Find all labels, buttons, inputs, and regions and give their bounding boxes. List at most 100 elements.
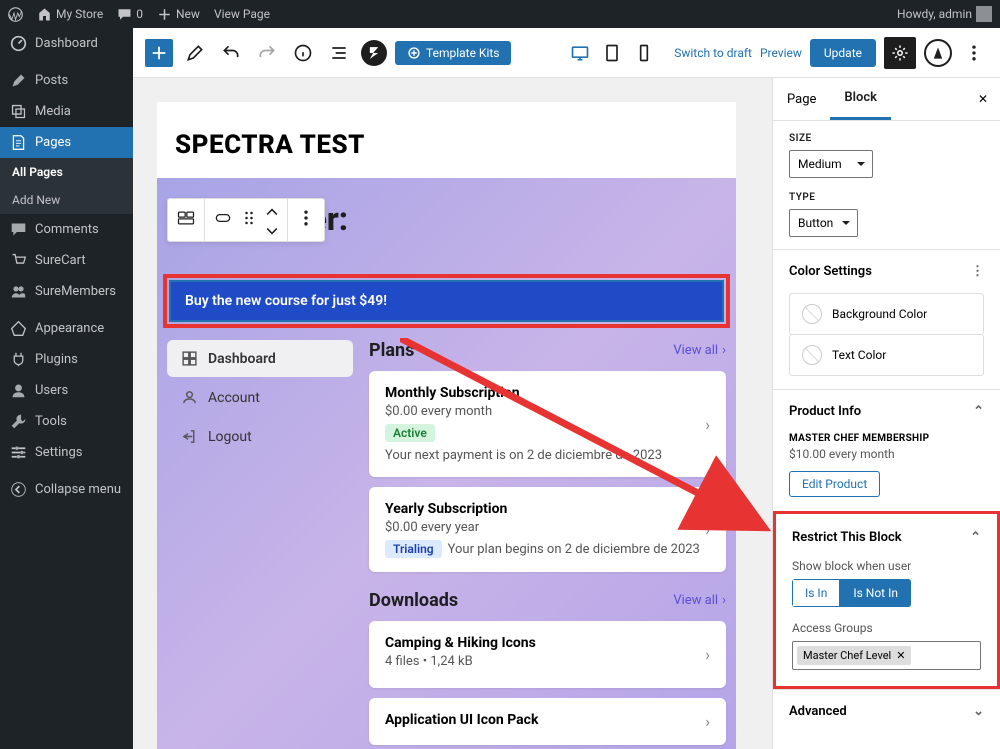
page-title[interactable]: SPECTRA TEST [157,102,736,178]
sidebar-item-posts[interactable]: Posts [0,65,133,96]
plan-price: $0.00 every month [385,404,705,419]
size-label: SIZE [789,133,984,144]
update-button[interactable]: Update [810,39,876,67]
mobile-icon[interactable] [630,39,658,67]
astra-icon[interactable] [924,39,952,67]
advanced-panel[interactable]: Advanced ⌄ [773,690,1000,733]
plan-card-monthly[interactable]: Monthly Subscription $0.00 every month A… [369,371,726,477]
more-icon: ⋮ [971,264,984,279]
sidebar-item-dashboard[interactable]: Dashboard [0,28,133,59]
block-type-icon[interactable] [213,208,233,232]
settings-icon[interactable] [884,37,916,69]
sidebar-item-comments[interactable]: Comments [0,214,133,245]
edit-icon[interactable] [181,39,209,67]
restrict-panel[interactable]: Restrict This Block ⌃ [776,516,997,559]
admin-bar: My Store 0 New View Page Howdy, admin [0,0,1000,28]
access-groups-input[interactable]: Master Chef Level✕ [792,641,981,670]
spectra-icon[interactable] [361,40,387,66]
product-price: $10.00 every month [789,447,984,461]
plan-title: Monthly Subscription [385,385,705,401]
callout-highlight: Buy the new course for just $49! [163,274,730,328]
sidebar-subitem-all-pages[interactable]: All Pages [0,158,133,186]
callout-button-block[interactable]: Buy the new course for just $49! [169,280,724,322]
move-down-icon[interactable] [265,220,279,239]
howdy-link[interactable]: Howdy, admin [897,6,992,22]
sidebar-subitem-add-new[interactable]: Add New [0,186,133,214]
access-group-chip[interactable]: Master Chef Level✕ [797,646,911,665]
tab-page[interactable]: Page [773,80,830,119]
new-link[interactable]: New [157,7,200,22]
access-groups-label: Access Groups [792,621,981,635]
outline-icon[interactable] [325,39,353,67]
edit-product-button[interactable]: Edit Product [789,471,880,497]
product-info-panel[interactable]: Product Info ⌃ [773,390,1000,433]
chevron-down-icon: ⌄ [973,704,984,719]
sidebar-item-settings[interactable]: Settings [0,437,133,468]
color-settings-panel[interactable]: Color Settings ⋮ [773,250,1000,293]
sidebar-item-users[interactable]: Users [0,375,133,406]
is-in-button[interactable]: Is In [792,579,840,607]
block-toolbar [167,198,325,242]
type-label: TYPE [789,192,984,203]
plans-view-all[interactable]: View all› [673,343,726,358]
download-title: Camping & Hiking Icons [385,635,705,651]
remove-icon[interactable]: ✕ [896,649,905,662]
block-more-icon[interactable] [296,208,316,232]
is-in-toggle: Is In Is Not In [792,579,911,607]
chevron-up-icon: ⌃ [970,530,981,545]
avatar-icon [976,6,992,22]
editor-canvas[interactable]: SPECTRA TEST Secret offer: [133,78,772,749]
chevron-up-icon: ⌃ [973,404,984,419]
sidebar-item-media[interactable]: Media [0,96,133,127]
nav-account[interactable]: Account [167,379,353,416]
downloads-heading: Downloads [369,590,458,611]
bg-color-row[interactable]: Background Color [789,293,984,335]
restrict-highlight: Restrict This Block ⌃ Show block when us… [773,511,1000,689]
undo-icon[interactable] [217,39,245,67]
wp-logo[interactable] [8,7,23,22]
redo-icon[interactable] [253,39,281,67]
close-icon[interactable]: ✕ [966,82,1000,116]
status-badge: Active [385,424,435,442]
plans-heading: Plans [369,340,414,361]
download-card[interactable]: Camping & Hiking Icons 4 files • 1,24 kB… [369,621,726,688]
sidebar-item-pages[interactable]: Pages [0,127,133,158]
plan-title: Yearly Subscription [385,501,705,517]
info-icon[interactable] [289,39,317,67]
preview-link[interactable]: Preview [760,46,802,60]
nav-dashboard[interactable]: Dashboard [167,340,353,377]
view-page-link[interactable]: View Page [214,7,270,21]
tablet-icon[interactable] [598,39,626,67]
sidebar-item-suremembers[interactable]: SureMembers [0,276,133,307]
block-parent-icon[interactable] [176,208,196,232]
block-inspector: Page Block ✕ SIZE Medium TYPE Button Col… [772,78,1000,749]
sidebar-item-collapse[interactable]: Collapse menu [0,474,133,505]
template-kits-button[interactable]: Template Kits [395,41,511,65]
sidebar-item-surecart[interactable]: SureCart [0,245,133,276]
sidebar-item-tools[interactable]: Tools [0,406,133,437]
sidebar-item-appearance[interactable]: Appearance [0,313,133,344]
move-up-icon[interactable] [265,201,279,220]
download-card[interactable]: Application UI Icon Pack › [369,698,726,745]
downloads-view-all[interactable]: View all› [673,593,726,608]
status-badge: Trialing [385,540,442,558]
sidebar-item-plugins[interactable]: Plugins [0,344,133,375]
block-drag-icon[interactable] [239,208,259,232]
add-block-button[interactable] [145,39,173,67]
text-color-row[interactable]: Text Color [789,334,984,376]
is-not-in-button[interactable]: Is Not In [840,579,911,607]
comments-link[interactable]: 0 [117,7,143,22]
plan-card-yearly[interactable]: Yearly Subscription $0.00 every year Tri… [369,487,726,572]
plan-price: $0.00 every year [385,520,705,535]
more-icon[interactable] [960,39,988,67]
type-select[interactable]: Button [789,209,858,237]
site-name-link[interactable]: My Store [37,7,103,22]
customer-sidebar: Dashboard Account Logout [167,340,353,749]
nav-logout[interactable]: Logout [167,418,353,455]
size-select[interactable]: Medium [789,150,873,178]
content-container: Secret offer: [157,178,736,749]
switch-draft-link[interactable]: Switch to draft [674,46,752,60]
tab-block[interactable]: Block [830,78,891,120]
color-swatch-icon [802,345,822,365]
desktop-icon[interactable] [566,39,594,67]
